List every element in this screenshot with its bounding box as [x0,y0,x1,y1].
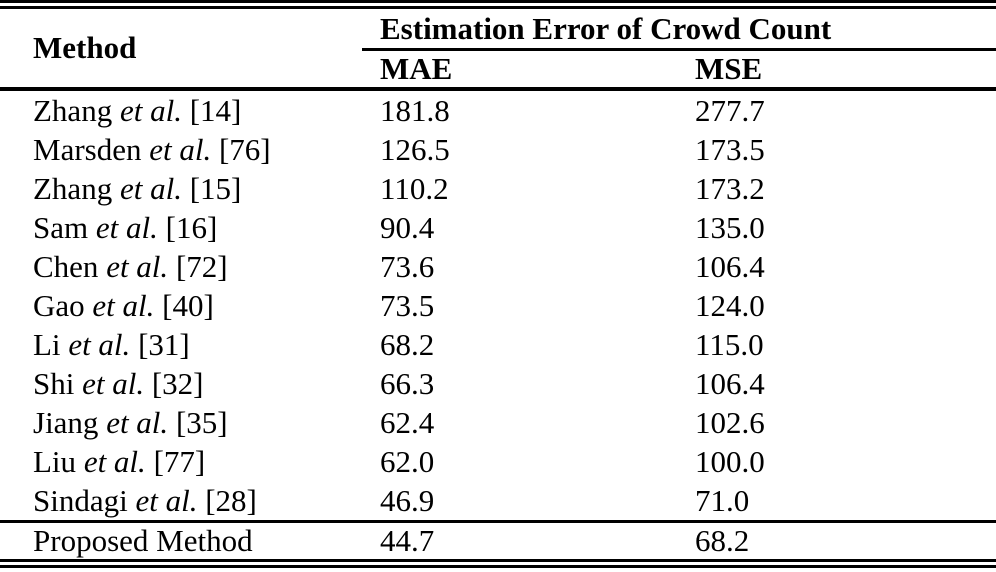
method-name: Zhang [33,92,113,128]
header-group-label: Estimation Error of Crowd Count [380,10,832,46]
method-cell: Marsden et al. [76] [0,132,362,168]
method-etal: et al. [135,482,198,518]
mse-cell: 173.2 [695,170,765,206]
table-body: Zhang et al. [14] 181.8 277.7 Marsden et… [0,91,996,520]
mae-cell: 73.6 [380,248,435,284]
method-name: Shi [33,365,75,401]
bottom-rule-lower [0,565,996,568]
method-citation: [72] [175,248,228,284]
method-etal: et al. [119,92,182,128]
method-cell: Zhang et al. [14] [0,93,362,129]
header-mae-label: MAE [380,51,453,86]
method-citation: [76] [218,131,271,167]
method-etal: et al. [95,209,158,245]
table-row: Jiang et al. [35] 62.4 102.6 [0,403,996,442]
method-citation: [28] [205,482,257,518]
mae-cell: 90.4 [380,209,435,245]
mae-cell: 62.0 [380,443,435,479]
method-citation: [14] [189,92,242,128]
table-row: Zhang et al. [15] 110.2 173.2 [0,169,996,208]
group-underline-rule [362,48,996,51]
method-cell: Chen et al. [72] [0,249,362,285]
method-etal: et al. [106,248,169,284]
method-name: Gao [33,287,85,323]
method-citation: [15] [189,170,242,206]
mae-cell: 181.8 [380,92,450,128]
method-name: Sindagi [33,482,128,518]
header-method-label: Method [33,30,137,65]
method-citation: [31] [138,326,190,362]
mse-cell: 277.7 [695,92,765,128]
method-cell: Gao et al. [40] [0,288,362,324]
method-name: Sam [33,209,89,245]
method-citation: [35] [175,404,228,440]
mse-cell: 173.5 [695,131,765,167]
method-etal: et al. [68,326,131,362]
proposed-mse-cell: 68.2 [695,523,750,558]
mse-cell: 106.4 [695,248,765,284]
method-name: Marsden [33,131,142,167]
top-rule-upper [0,0,996,3]
table-row: Chen et al. [72] 73.6 106.4 [0,247,996,286]
mse-cell: 135.0 [695,209,765,245]
method-cell: Jiang et al. [35] [0,405,362,441]
method-cell: Liu et al. [77] [0,444,362,480]
proposed-top-rule [0,520,996,523]
mae-cell: 110.2 [380,170,449,206]
method-etal: et al. [82,365,145,401]
table-header: Method Estimation Error of Crowd Count M… [0,9,996,87]
table-row: Gao et al. [40] 73.5 124.0 [0,286,996,325]
table-row: Li et al. [31] 68.2 115.0 [0,325,996,364]
mae-cell: 66.3 [380,365,435,401]
method-name: Jiang [33,404,99,440]
method-etal: et al. [92,287,155,323]
table-row: Shi et al. [32] 66.3 106.4 [0,364,996,403]
bottom-rule-upper [0,559,996,562]
method-name: Zhang [33,170,113,206]
proposed-mae-cell: 44.7 [380,523,435,558]
method-citation: [32] [151,365,204,401]
method-cell: Shi et al. [32] [0,366,362,402]
mae-cell: 68.2 [380,326,435,362]
mse-cell: 115.0 [695,326,764,362]
mse-cell: 106.4 [695,365,765,401]
method-cell: Li et al. [31] [0,327,362,363]
method-name: Liu [33,443,77,479]
method-etal: et al. [106,404,169,440]
subheader-row: MAE MSE [362,51,996,87]
table-row: Liu et al. [77] 62.0 100.0 [0,442,996,481]
header-mse-label: MSE [695,51,763,86]
mse-cell: 71.0 [695,482,750,518]
mae-cell: 126.5 [380,131,450,167]
method-cell: Sindagi et al. [28] [0,483,362,519]
mae-cell: 46.9 [380,482,435,518]
top-rule-lower [0,6,996,9]
header-bottom-rule [0,87,996,91]
mae-cell: 73.5 [380,287,435,323]
method-citation: [16] [165,209,218,245]
method-citation: [40] [162,287,214,323]
header-group-area: Estimation Error of Crowd Count MAE MSE [362,9,996,87]
table-row: Zhang et al. [14] 181.8 277.7 [0,91,996,130]
method-etal: et al. [119,170,182,206]
bottom-rule-gap [0,562,996,565]
method-name: Li [33,326,61,362]
method-cell: Sam et al. [16] [0,210,362,246]
mse-cell: 102.6 [695,404,765,440]
table-row: Marsden et al. [76] 126.5 173.5 [0,130,996,169]
method-cell: Zhang et al. [15] [0,171,362,207]
mae-cell: 62.4 [380,404,435,440]
table-row: Sam et al. [16] 90.4 135.0 [0,208,996,247]
proposed-method-row: Proposed Method 44.7 68.2 [0,523,996,559]
mse-cell: 124.0 [695,287,765,323]
method-citation: [77] [153,443,206,479]
proposed-method-cell: Proposed Method [33,523,253,558]
method-name: Chen [33,248,99,284]
mse-cell: 100.0 [695,443,765,479]
top-rule-gap [0,3,996,6]
method-etal: et al. [149,131,212,167]
table-row: Sindagi et al. [28] 46.9 71.0 [0,481,996,520]
method-etal: et al. [83,443,146,479]
